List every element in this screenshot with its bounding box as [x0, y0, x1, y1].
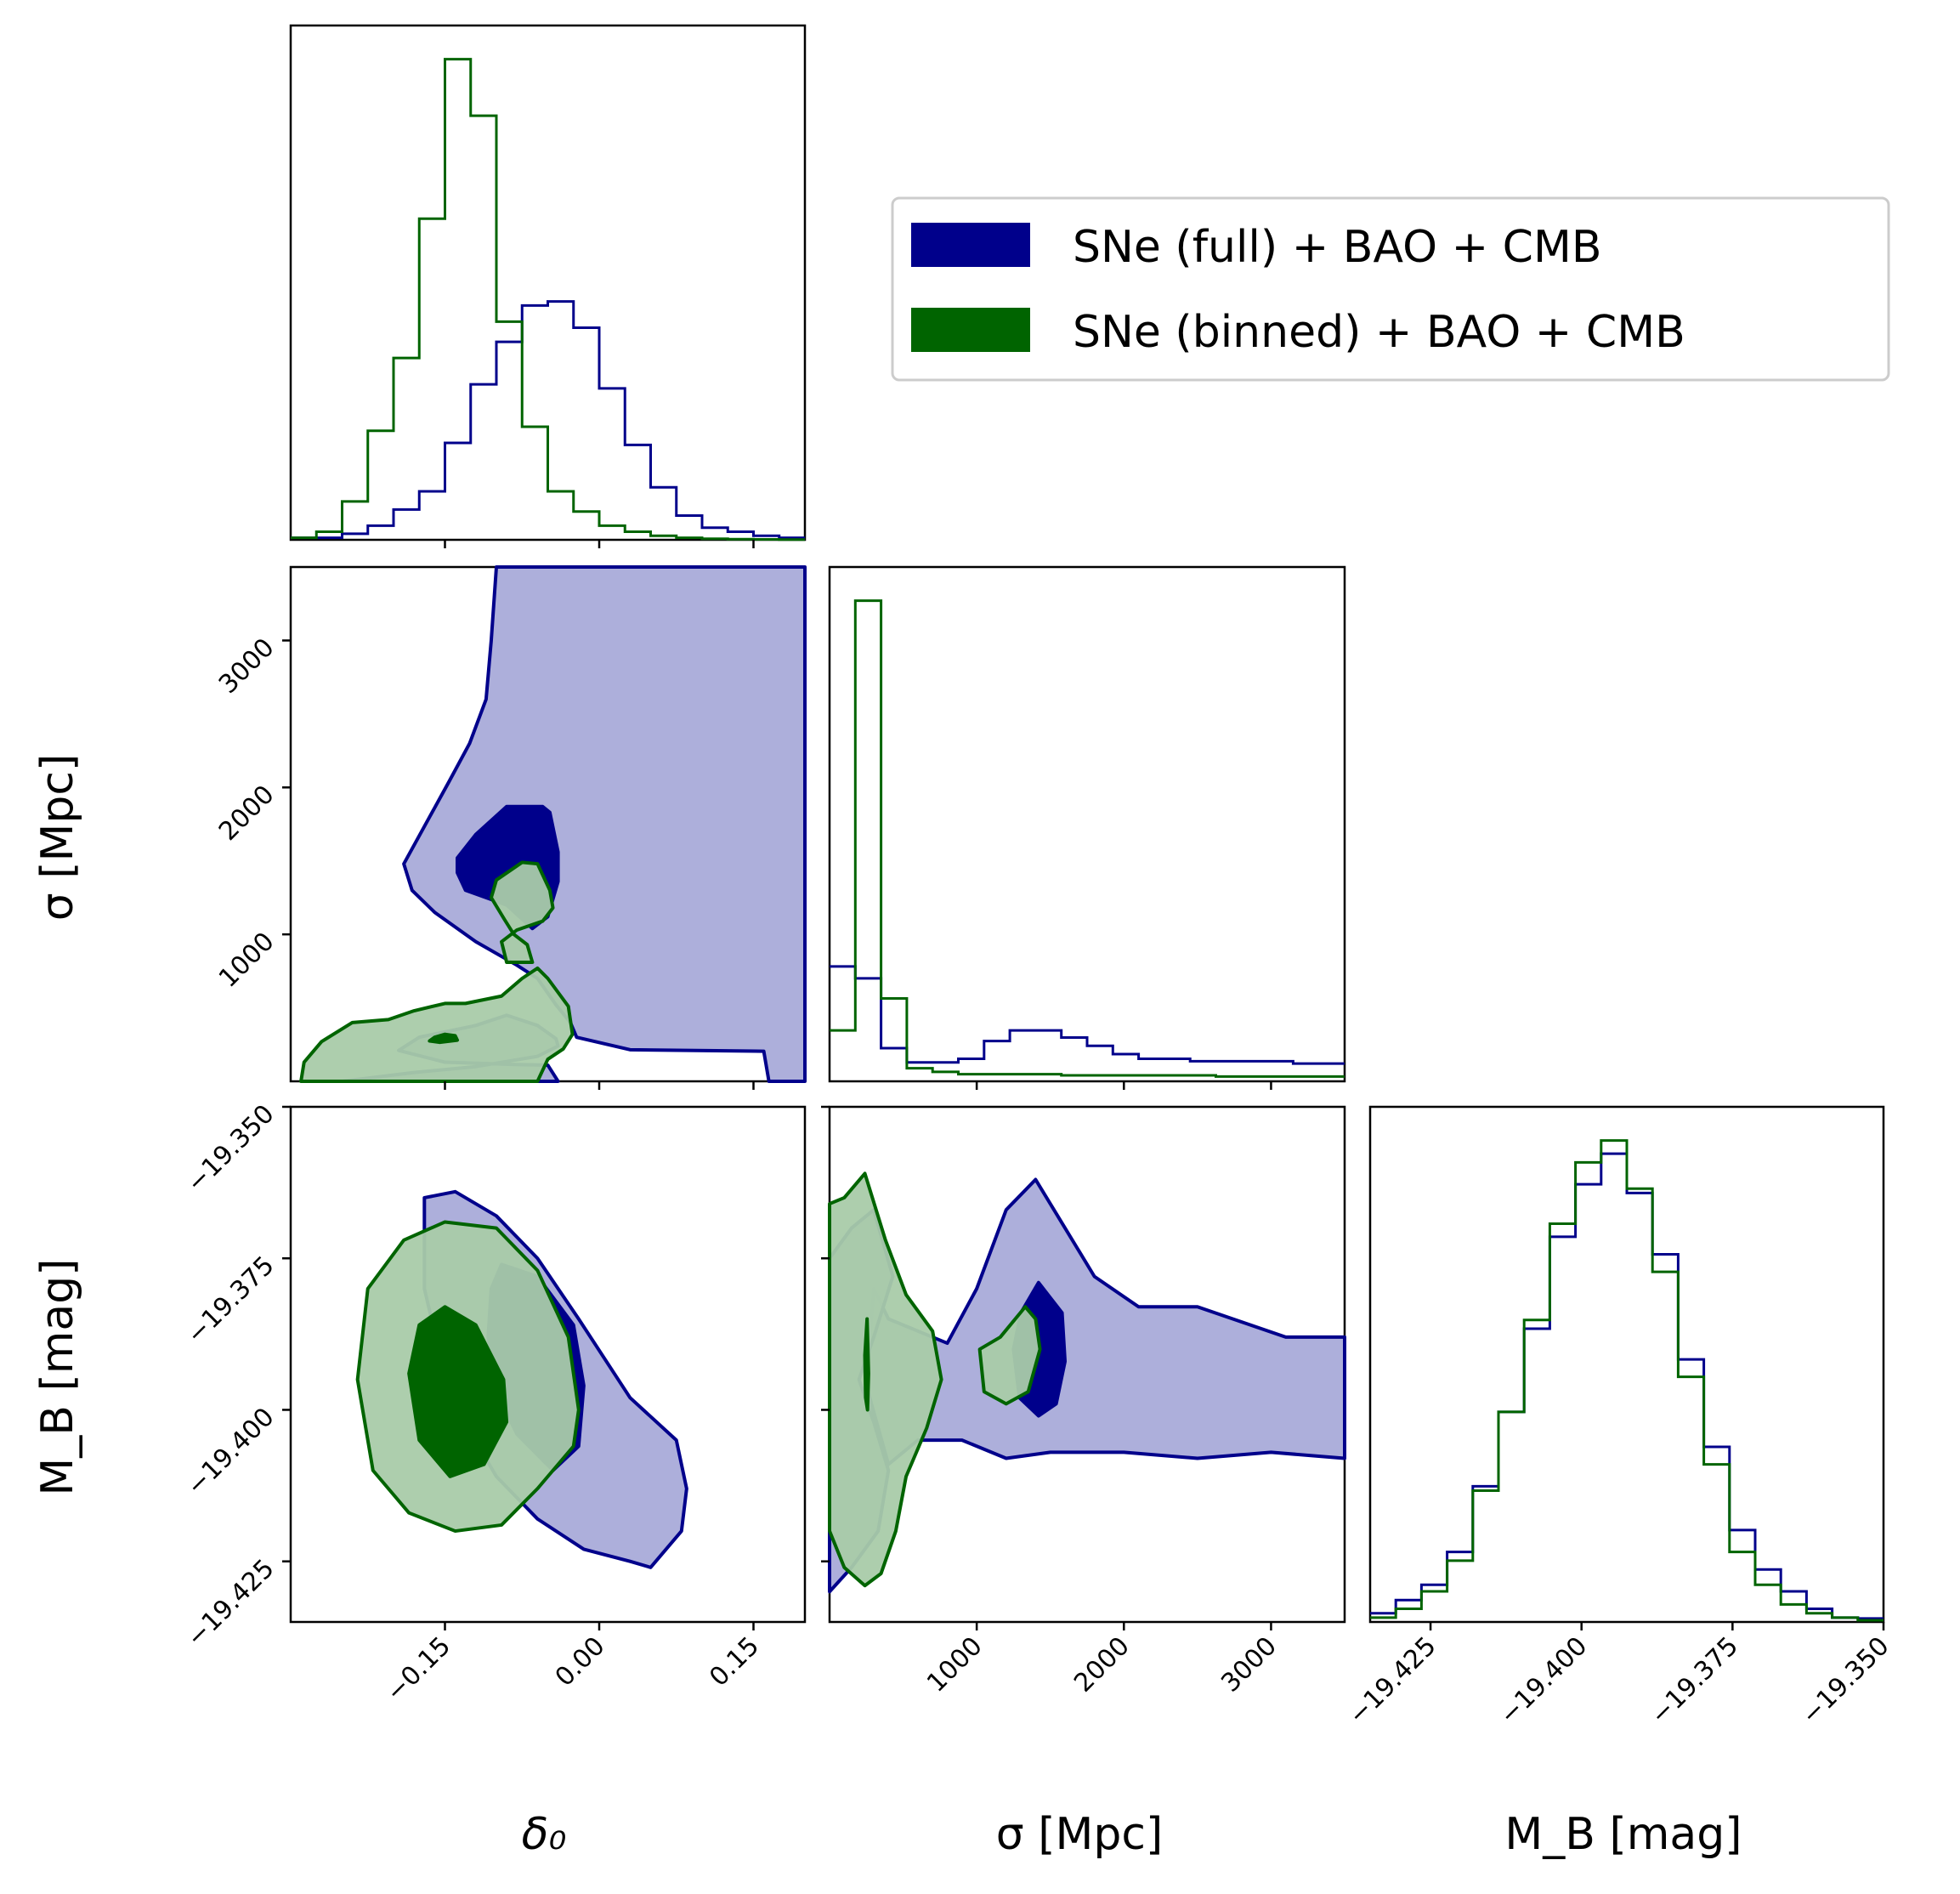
- x-axis-label-delta0: δ₀: [522, 1809, 567, 1860]
- legend-label-full: SNe (full) + BAO + CMB: [1073, 222, 1602, 273]
- x-delta0-tick-label-0: −0.15: [380, 1631, 456, 1708]
- legend-frame: [891, 196, 1890, 382]
- x-mb-tick-label-0: −19.425: [1343, 1631, 1442, 1731]
- x-sigma-tick-label-0: 1000: [921, 1631, 988, 1698]
- mb-sigma-contour-binned-5: [977, 1305, 1042, 1406]
- legend-swatch-binned: [911, 308, 1030, 352]
- sigma-delta0-contour-binned-4: [489, 860, 555, 964]
- hist-mb-binned: [1370, 1139, 1884, 1622]
- y-sigma-tick-label-0: 1000: [213, 927, 280, 994]
- panel-0-0: [289, 24, 807, 542]
- x-sigma-tick-label-2: 3000: [1215, 1631, 1283, 1698]
- hist-delta0-full: [291, 300, 805, 540]
- y-mb-tick-label-1: −19.400: [181, 1402, 280, 1501]
- sigma-delta0-contour-binned-5: [428, 1032, 460, 1045]
- y-mb-tick-label-2: −19.375: [181, 1250, 280, 1350]
- legend: SNe (full) + BAO + CMB SNe (binned) + BA…: [891, 196, 1890, 382]
- x-sigma-tick-label-1: 2000: [1068, 1631, 1136, 1698]
- x-mb-tick-label-1: −19.400: [1494, 1631, 1594, 1731]
- y-sigma-tick-label-1: 2000: [213, 780, 280, 847]
- x-mb-tick-label-3: −19.350: [1796, 1631, 1895, 1731]
- legend-label-binned: SNe (binned) + BAO + CMB: [1073, 307, 1685, 358]
- y-mb-tick-label-3: −19.350: [181, 1099, 280, 1199]
- x-axis-label-sigma: σ [Mpc]: [996, 1809, 1164, 1860]
- x-mb-tick-label-2: −19.375: [1645, 1631, 1744, 1731]
- x-delta0-tick-label-1: 0.00: [550, 1631, 611, 1693]
- mb-delta0-contour-binned-3: [407, 1305, 509, 1478]
- x-axis-label-mb: M_B [mag]: [1504, 1809, 1742, 1860]
- y-axis-label-sigma: σ [Mpc]: [32, 754, 83, 921]
- mb-sigma-contour-binned-3: [828, 1171, 943, 1588]
- panel-2-0: [289, 1105, 807, 1624]
- y-sigma-tick-label-2: 3000: [213, 632, 280, 700]
- mb-sigma-contour-full-0: [864, 1177, 1346, 1466]
- x-delta0-tick-label-2: 0.15: [704, 1631, 765, 1693]
- panel-2-2: [1368, 1105, 1885, 1624]
- hist-mb-full: [1370, 1152, 1884, 1620]
- hist-sigma-binned: [830, 599, 1345, 1078]
- hist-delta0-binned: [291, 58, 805, 542]
- tick-layer: −0.15 0.00 0.15 1000 2000 3000 −19.425 −19.400−…: [181, 540, 1895, 1731]
- y-mb-tick-label-0: −19.425: [181, 1554, 280, 1653]
- chart-marks: [291, 58, 1884, 1622]
- mb-sigma-contour-binned-4: [863, 1317, 870, 1412]
- y-axis-label-mb: M_B [mag]: [32, 1258, 83, 1495]
- sigma-delta0-contour-binned-3: [299, 966, 575, 1083]
- panel-1-1: [828, 565, 1346, 1083]
- legend-swatch-full: [911, 223, 1030, 267]
